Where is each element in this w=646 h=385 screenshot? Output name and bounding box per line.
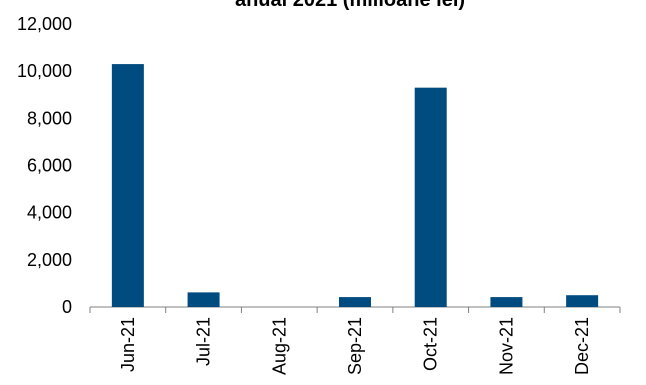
y-tick-label: 0	[62, 297, 72, 317]
y-tick-label: 10,000	[17, 61, 72, 81]
x-tick-label: Sep-21	[345, 317, 365, 375]
y-tick-label: 2,000	[27, 250, 72, 270]
y-tick-label: 4,000	[27, 203, 72, 223]
y-tick-label: 8,000	[27, 108, 72, 128]
x-tick-label: Jun-21	[118, 317, 138, 372]
x-tick-label: Dec-21	[572, 317, 592, 375]
chart-title: anual 2021 (milioane lei)	[235, 0, 465, 11]
bar-jul-21	[187, 292, 220, 307]
bars	[111, 64, 599, 307]
y-axis: 0 2,000 4,000 6,000 8,000 10,000 12,000	[17, 14, 72, 317]
x-tick-label: Jul-21	[194, 317, 214, 366]
y-tick-label: 6,000	[27, 156, 72, 176]
bar-jun-21	[111, 64, 144, 307]
x-tick-label: Oct-21	[421, 317, 441, 371]
bar-dec-21	[566, 295, 599, 307]
bar-nov-21	[490, 297, 523, 307]
bar-oct-21	[414, 87, 447, 307]
x-axis: Jun-21 Jul-21 Aug-21 Sep-21 Oct-21 Nov-21 Dec-…	[89, 306, 621, 375]
bar-sep-21	[339, 297, 371, 307]
y-tick-label: 12,000	[17, 14, 72, 34]
x-tick-label: Nov-21	[496, 317, 516, 375]
x-tick-label: Aug-21	[269, 317, 289, 375]
